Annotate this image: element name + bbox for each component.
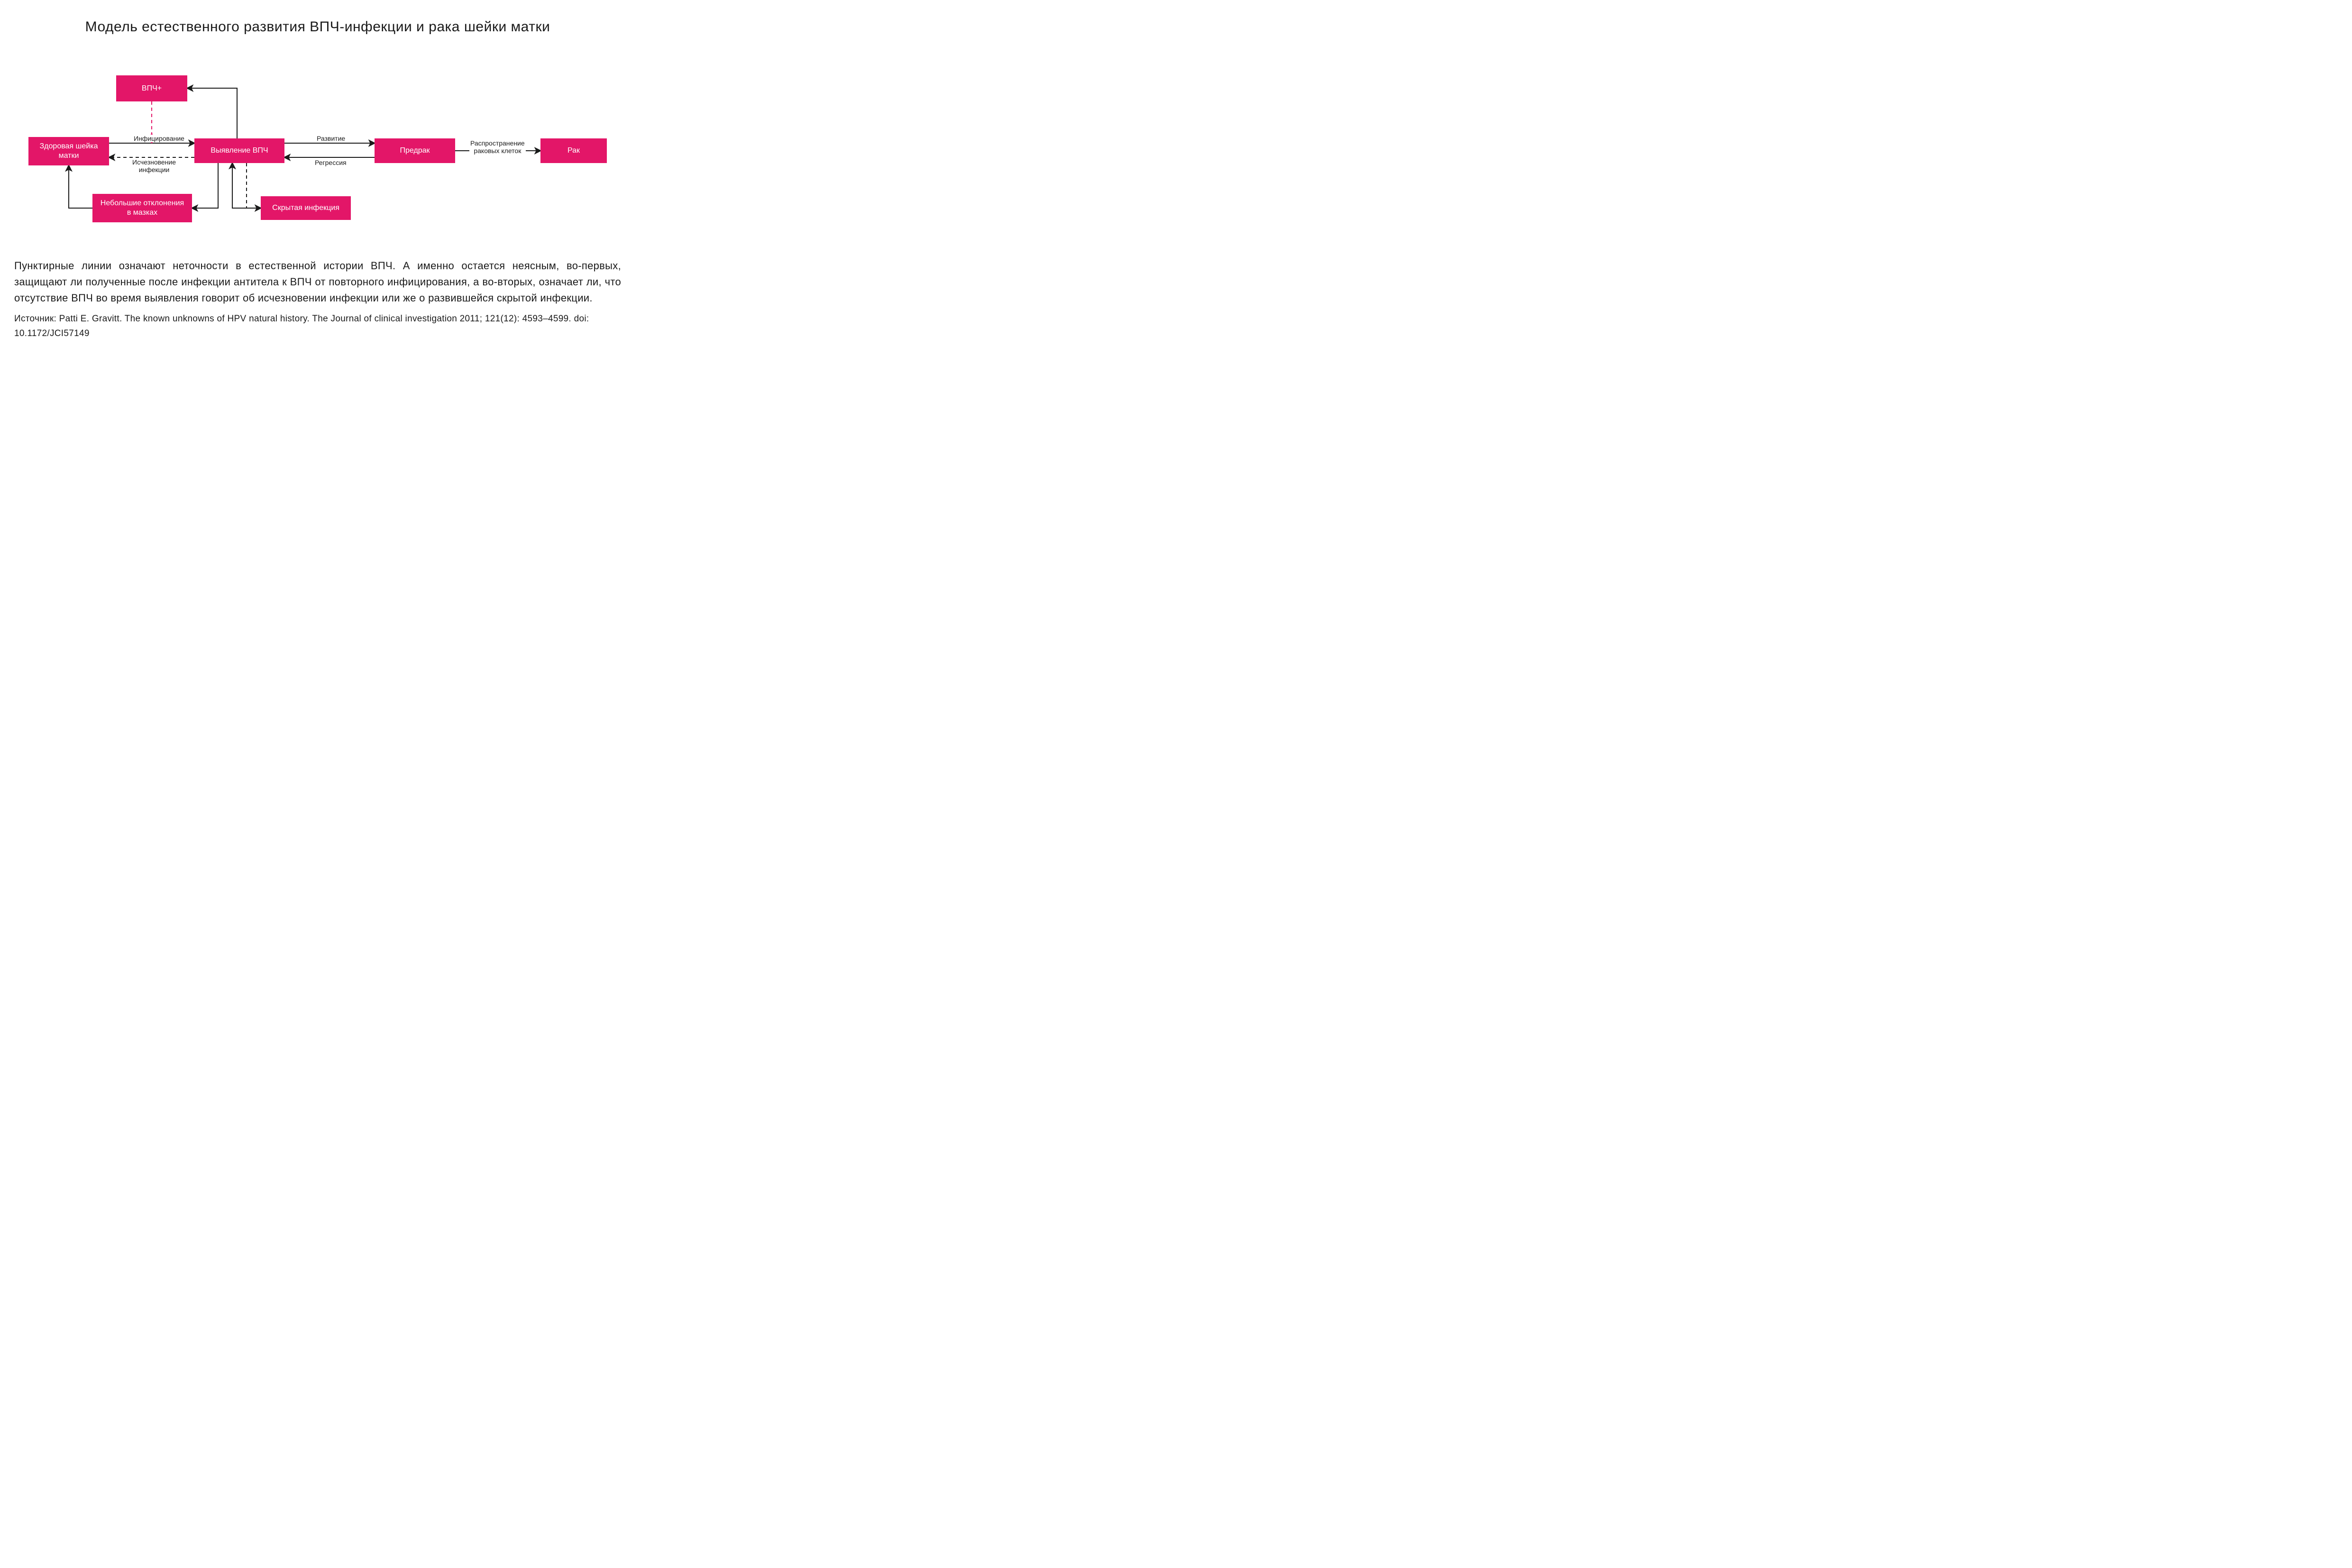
edge-minor_to_h xyxy=(69,165,92,208)
node-minor: Небольшие отклоненияв мазках xyxy=(92,194,192,222)
edge-d_to_latent xyxy=(247,163,261,208)
edge-label-invade: Распространениераковых клеток xyxy=(469,139,526,155)
edge-label-regress: Регрессия xyxy=(314,159,348,166)
node-precancer: Предрак xyxy=(375,138,455,163)
edge-det_to_plus xyxy=(187,88,237,138)
edge-label-clear: Исчезновениеинфекции xyxy=(131,158,177,173)
edge-label-progress: Развитие xyxy=(316,135,346,142)
node-detection: Выявление ВПЧ xyxy=(194,138,284,163)
source-citation: Источник: Patti E. Gravitt. The known un… xyxy=(14,312,621,341)
node-latent: Скрытая инфекция xyxy=(261,196,351,220)
edge-label-infect: Инфицирование xyxy=(133,135,185,142)
node-healthy: Здоровая шейкаматки xyxy=(28,137,109,165)
edge-det_to_minor xyxy=(192,163,218,208)
description-text: Пунктирные линии означают неточности в е… xyxy=(14,258,621,306)
node-hpv_plus: ВПЧ+ xyxy=(116,75,187,101)
flowchart: Здоровая шейкаматки ВПЧ+ Выявление ВПЧ Пред… xyxy=(14,54,621,244)
node-cancer: Рак xyxy=(540,138,607,163)
edge-latent_to_d xyxy=(232,163,261,208)
page-title: Модель естественного развития ВПЧ-инфекц… xyxy=(14,19,621,35)
